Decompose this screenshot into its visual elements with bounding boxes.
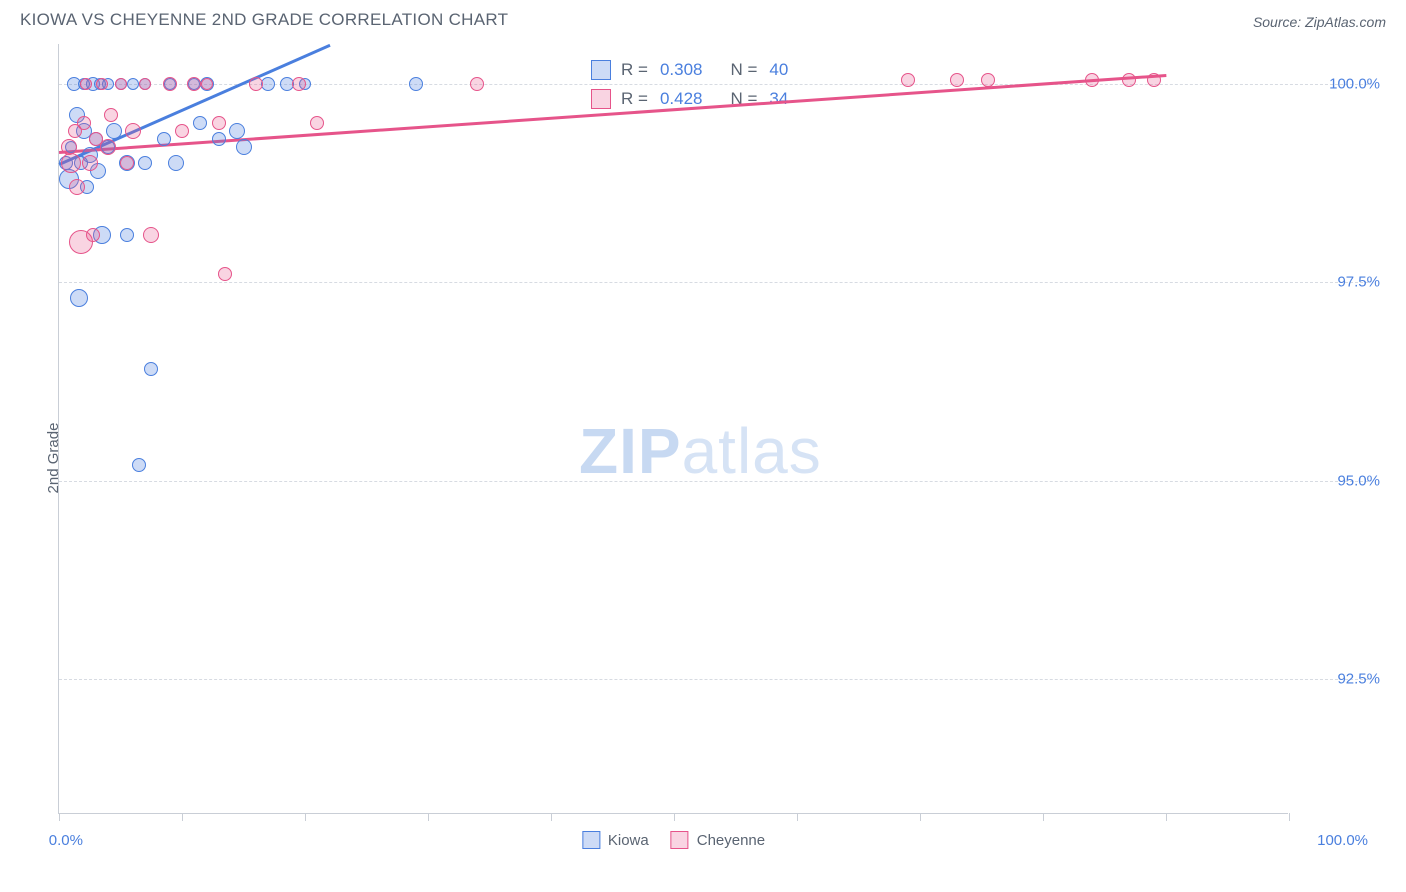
legend-label: Cheyenne: [697, 832, 765, 849]
x-tick-mark: [182, 813, 183, 821]
gridline: [59, 679, 1368, 680]
legend-item: Cheyenne: [671, 831, 765, 849]
data-point: [143, 227, 159, 243]
data-point: [144, 362, 158, 376]
data-point: [292, 77, 306, 91]
data-point: [981, 73, 995, 87]
data-point: [157, 132, 171, 146]
x-tick-mark: [428, 813, 429, 821]
data-point: [187, 77, 201, 91]
x-tick-mark: [920, 813, 921, 821]
data-point: [163, 77, 177, 91]
data-point: [132, 458, 146, 472]
gridline: [59, 282, 1368, 283]
data-point: [901, 73, 915, 87]
data-point: [1147, 73, 1161, 87]
x-tick-mark: [59, 813, 60, 821]
data-point: [138, 156, 152, 170]
series-legend: Kiowa Cheyenne: [582, 831, 765, 849]
y-tick-label: 92.5%: [1300, 671, 1380, 688]
stat-row: R =0.308N =40: [591, 56, 788, 85]
data-point: [86, 228, 100, 242]
x-tick-mark: [305, 813, 306, 821]
data-point: [249, 77, 263, 91]
data-point: [950, 73, 964, 87]
source-text: Source: ZipAtlas.com: [1253, 14, 1386, 30]
y-tick-label: 100.0%: [1300, 75, 1380, 92]
data-point: [261, 77, 275, 91]
data-point: [100, 139, 116, 155]
watermark: ZIPatlas: [579, 414, 822, 488]
data-point: [106, 123, 122, 139]
data-point: [70, 289, 88, 307]
legend-swatch: [582, 831, 600, 849]
data-point: [96, 78, 108, 90]
data-point: [409, 77, 423, 91]
legend-label: Kiowa: [608, 832, 649, 849]
data-point: [175, 124, 189, 138]
data-point: [1085, 73, 1099, 87]
x-tick-mark: [674, 813, 675, 821]
scatter-plot: ZIPatlas R =0.308N =40R =0.428N =34 Kiow…: [58, 44, 1288, 814]
data-point: [82, 155, 98, 171]
gridline: [59, 481, 1368, 482]
data-point: [139, 78, 151, 90]
legend-swatch: [671, 831, 689, 849]
legend-swatch: [591, 89, 611, 109]
data-point: [115, 78, 127, 90]
data-point: [193, 116, 207, 130]
legend-item: Kiowa: [582, 831, 649, 849]
data-point: [229, 123, 245, 139]
data-point: [470, 77, 484, 91]
data-point: [310, 116, 324, 130]
x-tick-mark: [797, 813, 798, 821]
y-tick-label: 97.5%: [1300, 274, 1380, 291]
data-point: [212, 132, 226, 146]
x-tick-mark: [1289, 813, 1290, 821]
data-point: [127, 78, 139, 90]
x-axis-max-label: 100.0%: [1317, 832, 1368, 849]
data-point: [218, 267, 232, 281]
data-point: [236, 139, 252, 155]
data-point: [168, 155, 184, 171]
data-point: [120, 156, 134, 170]
x-axis-min-label: 0.0%: [49, 832, 83, 849]
data-point: [1122, 73, 1136, 87]
data-point: [125, 123, 141, 139]
legend-swatch: [591, 60, 611, 80]
data-point: [212, 116, 226, 130]
data-point: [69, 179, 85, 195]
y-tick-label: 95.0%: [1300, 472, 1380, 489]
x-tick-mark: [1166, 813, 1167, 821]
x-tick-mark: [551, 813, 552, 821]
x-tick-mark: [1043, 813, 1044, 821]
data-point: [201, 78, 213, 90]
chart-title: KIOWA VS CHEYENNE 2ND GRADE CORRELATION …: [20, 10, 508, 30]
data-point: [80, 78, 92, 90]
data-point: [120, 228, 134, 242]
data-point: [61, 153, 81, 173]
data-point: [77, 116, 91, 130]
data-point: [104, 108, 118, 122]
